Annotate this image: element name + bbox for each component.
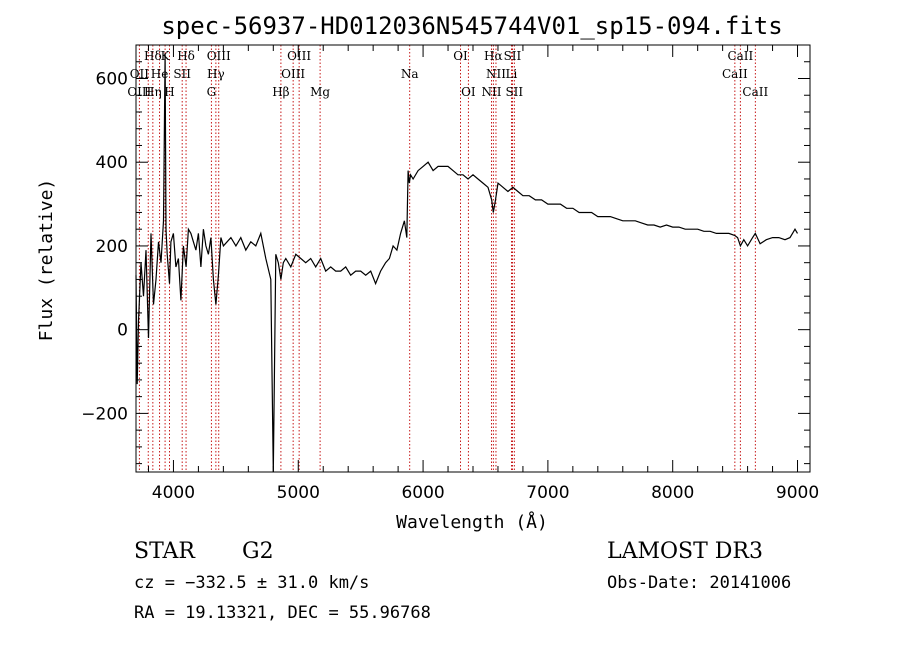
sky-coordinates: RA = 19.13321, DEC = 55.96768: [134, 603, 431, 623]
y-tick-label: 200: [96, 237, 128, 257]
plot-frame: [135, 44, 811, 473]
line-label: Hβ: [272, 85, 289, 99]
line-label: G: [207, 85, 217, 99]
spectral-subclass: G2: [242, 539, 274, 564]
y-tick-label: 0: [117, 321, 128, 341]
line-label: OIII: [287, 49, 311, 63]
observation-date: Obs-Date: 20141006: [607, 573, 792, 593]
line-label: Hγ: [207, 67, 225, 81]
line-label: Hη: [144, 85, 162, 99]
object-type: STAR: [134, 539, 195, 564]
line-label: SII: [505, 85, 523, 99]
line-markers: [138, 45, 756, 472]
line-label: OIII: [281, 67, 305, 81]
line-label: Na: [401, 67, 419, 81]
y-tick-label: 400: [96, 153, 128, 173]
line-label: NII: [486, 67, 506, 81]
spectrum-series: [135, 53, 799, 473]
y-axis-label: Flux (relative): [36, 179, 57, 342]
line-label: Mg: [310, 85, 330, 99]
line-label: CaII: [742, 85, 768, 99]
line-label: Hδ: [144, 49, 162, 63]
x-tick-label: 8000: [651, 483, 694, 503]
line-label: SII: [173, 67, 191, 81]
line-label: CaII: [727, 49, 753, 63]
redshift-velocity: cz = −332.5 ± 31.0 km/s: [134, 573, 370, 593]
survey-name: LAMOST DR3: [607, 539, 763, 564]
line-label: H: [164, 85, 174, 99]
chart-title: spec-56937-HD012036N545744V01_sp15-094.f…: [161, 12, 782, 40]
x-tick-label: 5000: [277, 483, 320, 503]
x-tick-label: 7000: [526, 483, 569, 503]
line-label: NII: [481, 85, 501, 99]
x-tick-label: 4000: [152, 483, 195, 503]
line-label: OIII: [207, 49, 231, 63]
line-label: OI: [453, 49, 468, 63]
line-label: He: [151, 67, 169, 81]
x-axis-label: Wavelength (Å): [396, 511, 548, 533]
line-label: SII: [504, 49, 522, 63]
line-label: CaII: [722, 67, 748, 81]
plot-axes: 4000 5000 6000 7000 8000 9000 −200 0 200 400 600: [81, 44, 819, 503]
line-label: Li: [506, 67, 518, 81]
line-label: OII: [130, 67, 150, 81]
x-tick-label: 6000: [401, 483, 444, 503]
x-tick-label: 9000: [776, 483, 819, 503]
line-label: OIII: [127, 85, 151, 99]
y-tick-label: 600: [96, 69, 128, 89]
line-label: OI: [461, 85, 476, 99]
y-tick-label: −200: [81, 404, 128, 424]
line-label: Hα: [484, 49, 503, 63]
spectrum-chart: spec-56937-HD012036N545744V01_sp15-094.f…: [36, 12, 819, 533]
line-label: Hδ: [177, 49, 195, 63]
